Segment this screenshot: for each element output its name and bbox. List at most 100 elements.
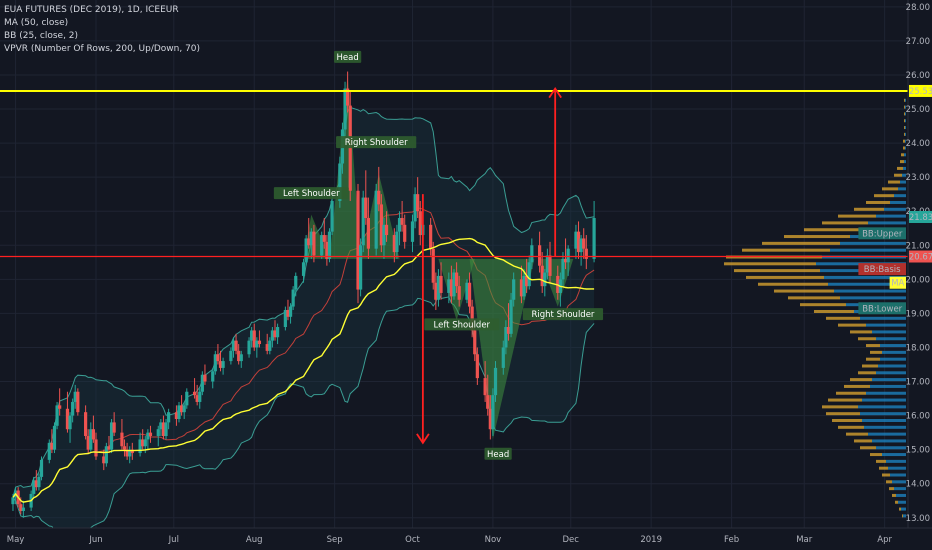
volume-profile-up-bar <box>894 487 906 491</box>
volume-profile-up-bar <box>886 459 906 463</box>
candle-body <box>198 391 202 402</box>
price-label: 20.67 <box>909 253 932 263</box>
candle-body <box>364 197 368 219</box>
volume-profile-down-bar <box>822 405 858 409</box>
candle-body <box>182 405 186 413</box>
candle-body <box>397 218 402 232</box>
price-label-bg <box>858 227 906 240</box>
volume-profile-up-bar <box>866 391 906 395</box>
candle-body <box>338 163 342 201</box>
volume-profile-down-bar <box>836 391 866 395</box>
volume-profile-up-bar <box>840 241 906 245</box>
candle-body <box>138 439 142 454</box>
candle-body <box>221 361 225 368</box>
volume-profile-down-bar <box>900 160 904 164</box>
head-top-shape <box>329 74 361 259</box>
candle-body <box>473 330 477 355</box>
candle-body <box>255 340 259 348</box>
candle-body <box>102 456 106 464</box>
candle-body <box>457 286 461 300</box>
candle-body <box>39 459 44 477</box>
volume-profile-up-bar <box>876 337 906 341</box>
volume-profile-down-bar <box>882 187 898 191</box>
legend-vpvr: VPVR (Number Of Rows, 200, Up/Down, 70) <box>4 44 201 54</box>
time-axis-background <box>0 528 932 550</box>
candle-body <box>104 446 108 464</box>
y-tick-label: 21.00 <box>906 241 930 251</box>
volume-profile-up-bar <box>905 146 906 150</box>
candle-body <box>400 218 404 225</box>
candle-body <box>377 190 381 205</box>
candle-body <box>216 354 220 362</box>
candle-body <box>148 432 153 437</box>
volume-profile-up-bar <box>904 160 906 164</box>
volume-profile-up-bar <box>901 507 906 511</box>
volume-profile-up-bar <box>884 207 906 211</box>
candle-body <box>247 340 251 355</box>
volume-profile-down-bar <box>889 487 894 491</box>
volume-profile-up-bar <box>876 446 906 450</box>
price-label: 21.83 <box>909 213 932 223</box>
volume-profile-up-bar <box>902 173 906 177</box>
volume-profile-down-bar <box>850 378 872 382</box>
projection-arrow-head <box>416 433 430 445</box>
candle-body <box>545 255 549 273</box>
volume-profile-down-bar <box>788 296 840 300</box>
candle-body <box>156 429 160 437</box>
candle-body <box>11 497 15 505</box>
x-tick-label: Aug <box>246 535 263 545</box>
volume-profile-down-bar <box>870 453 882 457</box>
candle-body <box>19 504 23 511</box>
candle-body <box>122 446 127 450</box>
annotation-label-bg <box>522 308 604 321</box>
volume-profile-up-bar <box>860 316 906 320</box>
candle-body <box>84 412 88 437</box>
volume-profile-up-bar <box>896 493 906 497</box>
volume-profile-up-bar <box>890 200 906 204</box>
volume-profile-up-bar <box>900 180 906 184</box>
volume-profile-down-bar <box>879 466 888 470</box>
candle-body <box>218 361 223 368</box>
annotation-label-bg <box>336 136 417 149</box>
volume-profile-up-bar <box>905 98 906 102</box>
candle-body <box>32 480 36 494</box>
volume-profile-down-bar <box>862 364 878 368</box>
candle-body <box>359 245 363 290</box>
candle-body <box>330 200 334 232</box>
x-tick-label: Jul <box>168 535 179 545</box>
volume-profile-down-bar <box>762 241 840 245</box>
annotation-label: Head <box>487 450 509 460</box>
volume-profile-up-bar <box>860 412 906 416</box>
y-tick-label: 15.00 <box>906 446 930 456</box>
volume-profile-down-bar <box>826 316 860 320</box>
volume-profile-down-bar <box>874 194 894 198</box>
candle-body <box>439 275 443 293</box>
candle-body <box>34 480 38 488</box>
y-tick-label: 25.00 <box>906 105 930 115</box>
candle-body <box>579 238 583 253</box>
candle-body <box>231 340 236 351</box>
candle-body <box>584 248 588 259</box>
volume-profile-up-bar <box>882 453 906 457</box>
volume-profile-up-bar <box>880 357 906 361</box>
volume-profile-down-bar <box>838 425 864 429</box>
candle-body <box>177 405 181 419</box>
volume-profile-down-bar <box>734 269 820 273</box>
candle-body <box>180 405 184 413</box>
candle-body <box>68 415 72 430</box>
y-tick-label: 16.00 <box>906 412 930 422</box>
candle-body <box>566 248 570 263</box>
candle-body <box>309 231 313 246</box>
candle-body <box>348 105 352 191</box>
x-tick-label: Feb <box>724 535 739 545</box>
candle-body <box>379 204 383 246</box>
candle-body <box>486 395 490 409</box>
candle-body <box>257 340 262 345</box>
volume-profile-down-bar <box>828 398 862 402</box>
volume-profile-up-bar <box>905 112 906 116</box>
volume-profile-down-bar <box>814 309 854 313</box>
candle-body <box>91 429 95 440</box>
candle-body <box>250 330 254 341</box>
volume-profile-up-bar <box>878 364 906 368</box>
